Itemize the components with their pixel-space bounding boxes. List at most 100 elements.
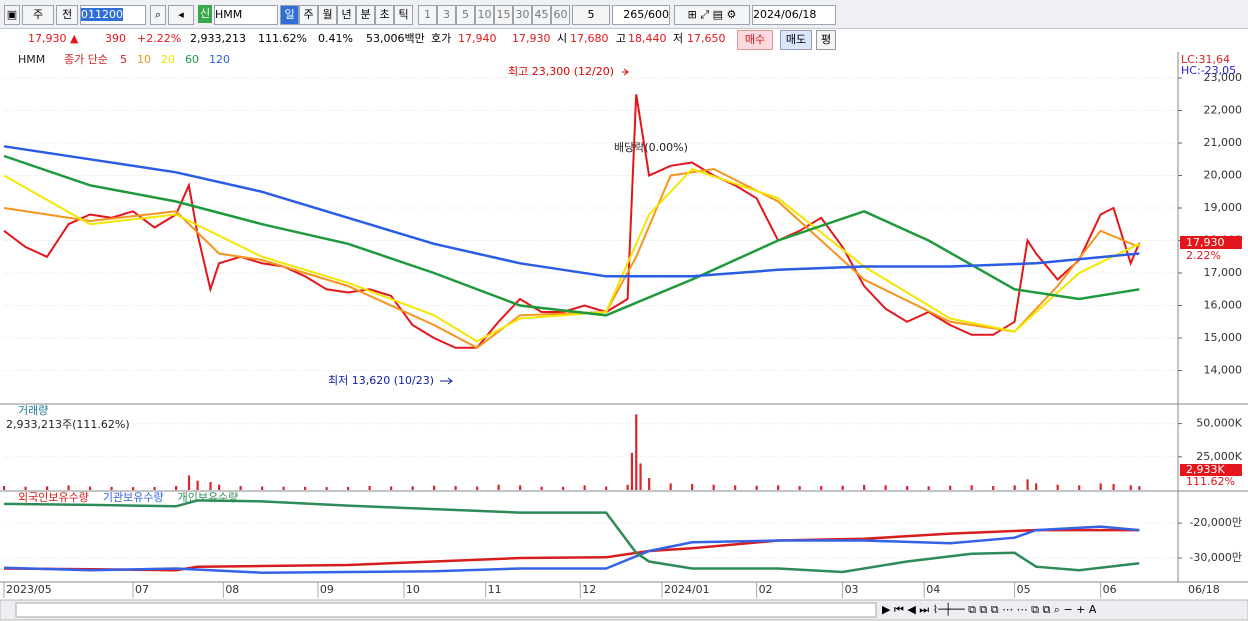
step-button[interactable]: 5 — [456, 5, 475, 25]
bid: 17,930 — [512, 32, 551, 45]
volume-bar — [626, 484, 629, 490]
x-tick-label: 05 — [1017, 583, 1031, 596]
x-tick-label: 09 — [320, 583, 334, 596]
quote-bar: 17,930 ▲ 390 +2.22% 2,933,213 111.62% 0.… — [0, 29, 1248, 51]
search-icon[interactable]: ⌕ — [150, 5, 166, 25]
interval-button[interactable]: 주 — [299, 5, 318, 25]
volume-bar — [153, 486, 156, 490]
volume-bar — [755, 485, 758, 490]
period-select[interactable]: 주 — [22, 5, 54, 25]
count-input[interactable]: 265/600 — [612, 5, 670, 25]
code-input[interactable]: 011200 — [80, 5, 146, 25]
interval-button[interactable]: 초 — [375, 5, 394, 25]
step-button[interactable]: 15 — [494, 5, 513, 25]
legend-item: 20 — [161, 53, 175, 66]
price: 17,930 ▲ — [28, 32, 79, 45]
tool-icons[interactable]: ⊞ ⤢ ▤ ⚙ — [674, 5, 750, 25]
sound-icon[interactable]: ◂ — [168, 5, 194, 25]
volume-bar — [433, 485, 436, 490]
legend-item: 10 — [137, 53, 151, 66]
volume-bar — [497, 484, 500, 490]
step-button[interactable]: 1 — [418, 5, 437, 25]
volume-bar — [1112, 484, 1115, 490]
y-tick-label: 21,000 — [1204, 136, 1243, 149]
volume-bar — [841, 485, 844, 490]
price-tag: 17,930 — [1186, 236, 1225, 249]
menu-icon[interactable]: ▣ — [4, 5, 20, 25]
interval-button[interactable]: 분 — [356, 5, 375, 25]
volume-bar — [605, 486, 608, 490]
low-arrow — [440, 377, 453, 385]
x-tick-label: 2024/01 — [664, 583, 710, 596]
volume-bar — [67, 485, 70, 490]
volume: 2,933,213 — [190, 32, 246, 45]
volume-bar — [132, 487, 135, 490]
x-tick-label: 02 — [759, 583, 773, 596]
step-button[interactable]: 45 — [532, 5, 551, 25]
step-select[interactable]: 5 — [572, 5, 610, 25]
chart-area: ▶ ⏮ ◀ ⏭ ⌇─┼── ⧉ ⧉ ⧉ ⋯ ⋯ ⧉ ⧉ ⌕ − + A 14,0… — [0, 50, 1248, 621]
ask-label: 호가 — [431, 32, 452, 45]
volume-bar — [196, 480, 199, 490]
y-tick-label: 15,000 — [1204, 331, 1243, 344]
annotation: 배당락(0.00%) — [614, 141, 688, 154]
volume-bar — [712, 484, 715, 490]
series-line — [3, 525, 1140, 574]
ask: 17,940 — [458, 32, 497, 45]
x-tick-label: 2023/05 — [6, 583, 52, 596]
volume-ratio-tag: 111.62% — [1186, 475, 1235, 488]
step-button[interactable]: 3 — [437, 5, 456, 25]
interval-button[interactable]: 일 — [280, 5, 299, 25]
buy-button[interactable]: 매수 — [737, 30, 773, 50]
step-button[interactable]: 10 — [475, 5, 494, 25]
avg-button[interactable]: 평 — [816, 30, 836, 50]
volume-bar — [519, 485, 522, 490]
volume-bar — [1026, 479, 1029, 490]
scroll-thumb[interactable] — [15, 602, 877, 618]
volume-bar — [187, 475, 191, 490]
volume-bar — [218, 484, 221, 490]
step-button[interactable]: 30 — [513, 5, 532, 25]
volume-bar — [325, 487, 328, 490]
sell-button[interactable]: 매도 — [780, 30, 812, 50]
volume-bar — [347, 486, 350, 490]
y-tick-label: -30,000만 — [1189, 551, 1242, 564]
prev-button[interactable]: 전 — [56, 5, 78, 25]
series-line — [3, 499, 1140, 574]
y-tick-label: -20,000만 — [1189, 516, 1242, 529]
volume-bar — [390, 486, 393, 490]
name-input[interactable]: HMM — [214, 5, 278, 25]
x-tick-label: 12 — [582, 583, 596, 596]
nav-buttons[interactable]: ▶ ⏮ ◀ ⏭ ⌇─┼── ⧉ ⧉ ⧉ ⋯ ⋯ ⧉ ⧉ ⌕ − + A — [882, 602, 1097, 616]
interval-button[interactable]: 년 — [337, 5, 356, 25]
series-line — [3, 154, 1140, 317]
legend-item: 개인보유수량 — [178, 491, 239, 504]
interval-button[interactable]: 틱 — [394, 5, 413, 25]
badge: 신 — [198, 5, 212, 23]
annotation: 최저 13,620 (10/23) — [328, 374, 434, 387]
legend-item: 외국인보유수량 — [18, 491, 89, 504]
series-line — [3, 94, 1141, 349]
series-line — [3, 167, 1140, 343]
corner-label: LC:31,64 — [1181, 53, 1230, 66]
volume-bar — [540, 486, 543, 490]
annotation: 최고 23,300 (12/20) — [508, 65, 614, 78]
volume-bar — [1138, 486, 1141, 490]
legend-item: 60 — [185, 53, 199, 66]
step-button[interactable]: 60 — [551, 5, 570, 25]
x-tick-label: 07 — [135, 583, 149, 596]
date-input[interactable]: 2024/06/18 — [752, 5, 836, 25]
volume-bar — [992, 486, 995, 490]
volume-bar — [734, 485, 737, 490]
volume-bar — [1078, 485, 1081, 490]
low-label: 저 — [673, 32, 684, 45]
x-tick-label: 03 — [845, 583, 859, 596]
volume-bar — [949, 485, 952, 490]
turnover: 0.41% — [318, 32, 353, 45]
volume-tag-bg — [1180, 464, 1242, 476]
volume-bar — [1099, 483, 1102, 490]
volume-bar — [691, 484, 694, 490]
interval-button[interactable]: 월 — [318, 5, 337, 25]
